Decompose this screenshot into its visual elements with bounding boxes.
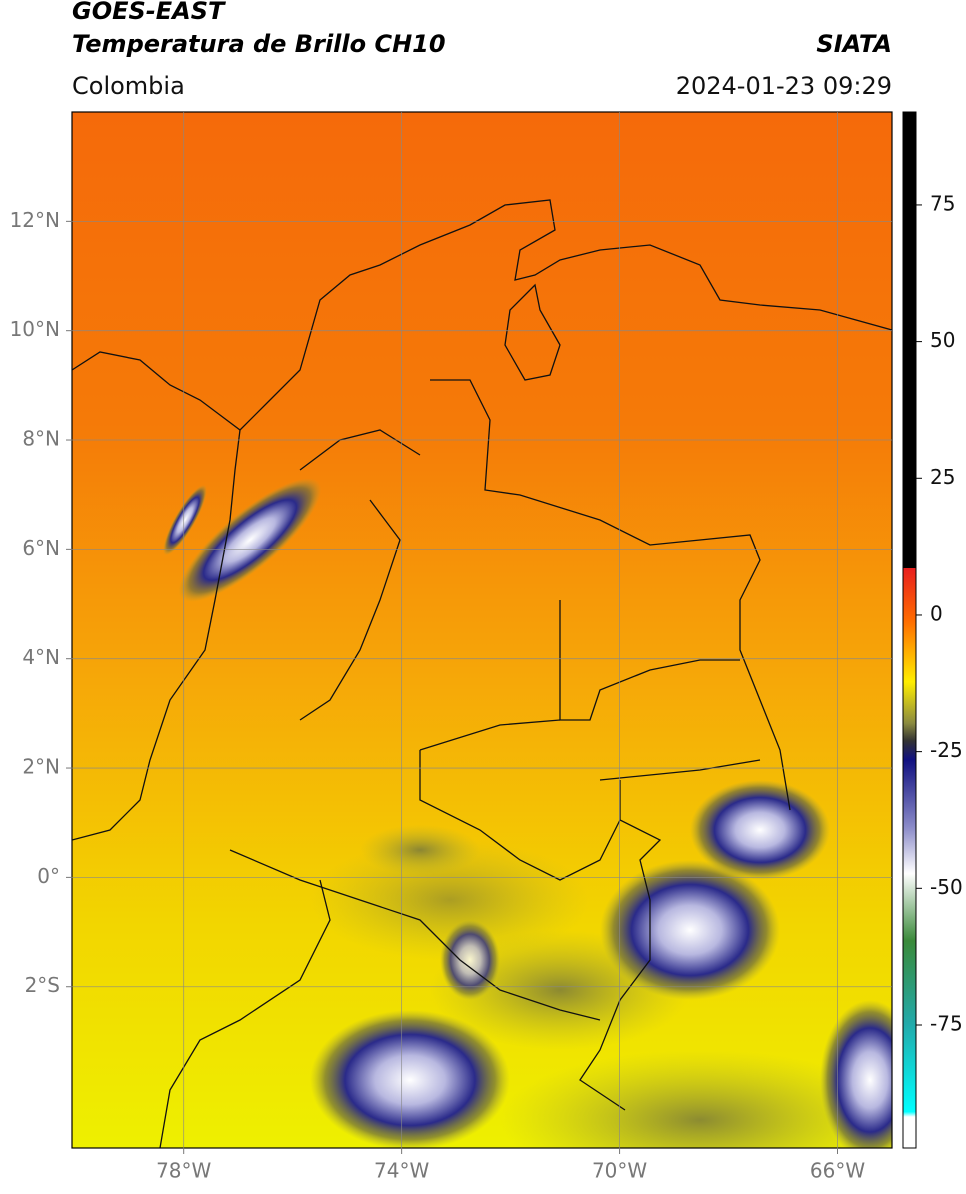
map-image (72, 112, 892, 1148)
colorbar-tick-label: 50 (930, 328, 955, 352)
x-tick-label: 78°W (156, 1159, 211, 1183)
y-tick-label: 0° (37, 864, 60, 888)
satellite-title: GOES-EAST (72, 0, 226, 25)
datetime: 2024-01-23 09:29 (676, 72, 892, 100)
colorbar (902, 111, 917, 1149)
colorbar-tick-label: 25 (930, 465, 955, 489)
colorbar-tick-label: 0 (930, 601, 943, 625)
x-tick-label: 70°W (592, 1159, 647, 1183)
y-tick-label: 2°S (25, 973, 60, 997)
colorbar-tick-label: -25 (930, 738, 963, 762)
x-tick-label: 74°W (374, 1159, 429, 1183)
colorbar-tick-label: -50 (930, 875, 963, 899)
colorbar-tick-label: 75 (930, 191, 955, 215)
region: Colombia (72, 72, 185, 100)
y-tick-label: 6°N (22, 536, 60, 560)
map-frame (71, 111, 893, 1149)
y-tick-label: 4°N (22, 645, 60, 669)
y-tick-label: 10°N (10, 317, 60, 341)
source: SIATA (816, 30, 892, 58)
y-tick-label: 2°N (22, 755, 60, 779)
y-tick-label: 12°N (10, 208, 60, 232)
x-tick-label: 66°W (810, 1159, 865, 1183)
colorbar-tick-label: -75 (930, 1011, 963, 1035)
y-tick-label: 8°N (22, 427, 60, 451)
product-title: Temperatura de Brillo CH10 (72, 30, 446, 58)
